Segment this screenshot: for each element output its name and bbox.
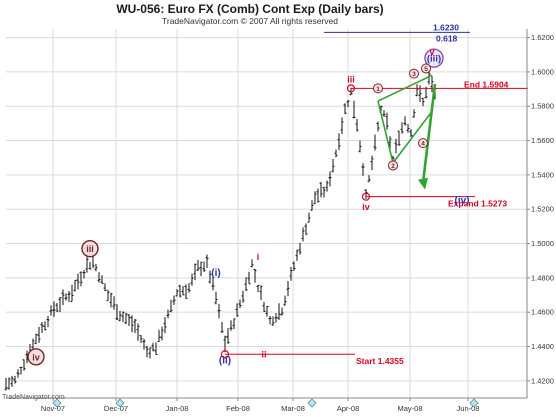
wave-label-text: ii [261, 350, 266, 360]
start-marker [220, 350, 230, 359]
wave-label-circle [424, 48, 444, 68]
wave-label-text: v [429, 47, 434, 57]
wave-label-text: 4 [421, 141, 425, 148]
level-start-label: Start 1.4355 [356, 356, 404, 366]
chart-subtitle: TradeNavigator.com © 2007 All rights res… [162, 16, 338, 26]
y-tick-label: 1.4400 [531, 342, 554, 351]
grid [6, 29, 527, 398]
wave-label-circle [81, 239, 99, 258]
axes: 1.4200 1.4400 1.4600 1.4800 1.5000 1.5200 1.54… [6, 29, 554, 413]
wave-label-text: iii [86, 244, 94, 254]
level-lines: End 1.5904 Expand 1.5273 Start 1.4355 1.623… [225, 22, 528, 366]
level-end-label: End 1.5904 [464, 79, 509, 89]
y-tick-label: 1.5000 [531, 239, 554, 248]
level-expand-label: Expand 1.5273 [448, 199, 507, 209]
y-tick-label: 1.5800 [531, 102, 554, 111]
price-bars [4, 71, 437, 391]
ending-diagonal [377, 74, 437, 190]
wave-label-circle [388, 160, 398, 171]
y-tick-label: 1.4800 [531, 273, 554, 282]
x-tick-label: Mar-08 [281, 404, 305, 413]
wedge-lower-line [392, 110, 433, 164]
projection-arrow-head [418, 177, 428, 190]
wave-label-text: (iv) [455, 195, 470, 206]
wave-label-text: (i) [211, 268, 220, 279]
wave-label-circle [27, 348, 45, 366]
chart-title: WU-056: Euro FX (Comb) Cont Exp (Daily b… [116, 2, 383, 16]
x-tick-label: Apr-08 [337, 404, 360, 413]
diamond-marker [52, 398, 62, 408]
wave-label-circle [409, 68, 419, 79]
diamond-marker [115, 398, 125, 408]
wave-label-text: (ii) [219, 356, 231, 367]
wave-label-text: iii [347, 74, 355, 84]
projection-arrow-shaft [421, 83, 437, 183]
x-tick-label: Jan-08 [166, 404, 189, 413]
level-target-label: 1.6230 [433, 22, 459, 32]
wedge-edge [377, 100, 394, 164]
wave-label-text: i [257, 252, 260, 262]
diamond-marker [307, 398, 317, 408]
wave-label-circle [418, 138, 428, 149]
wave-label-text: iv [362, 202, 370, 212]
level-ratio-label: 0.618 [436, 33, 458, 43]
wave-label-text: 2 [391, 163, 395, 170]
y-tick-label: 1.5600 [531, 136, 554, 145]
wave-label-text: iv [32, 352, 40, 362]
wave-label-text: 3 [412, 71, 416, 78]
wave-label-text: 1 [376, 86, 380, 93]
x-tick-label: Dec-07 [104, 404, 128, 413]
x-tick-label: May-08 [397, 404, 422, 413]
y-tick-label: 1.6200 [531, 33, 554, 42]
wave-label-text: 5 [424, 66, 428, 73]
x-tick-label: Nov-07 [41, 404, 65, 413]
wedge-upper-line [377, 74, 433, 102]
x-tick-label: Jun-08 [457, 404, 480, 413]
wave-label-circle [421, 63, 431, 74]
x-tick-label: Feb-08 [226, 404, 250, 413]
watermark: TradeNavigator.com [2, 394, 65, 401]
y-tick-label: 1.4200 [531, 376, 554, 385]
diamond-marker [469, 398, 479, 408]
wave-label-text: (iii) [427, 54, 441, 65]
y-tick-label: 1.6000 [531, 67, 554, 76]
wave-iv-marker [361, 192, 371, 201]
y-tick-label: 1.5200 [531, 205, 554, 214]
y-tick-label: 1.4600 [531, 308, 554, 317]
wave-iii-marker [346, 84, 356, 93]
y-tick-label: 1.5400 [531, 170, 554, 179]
wave-label-circle [373, 83, 383, 94]
